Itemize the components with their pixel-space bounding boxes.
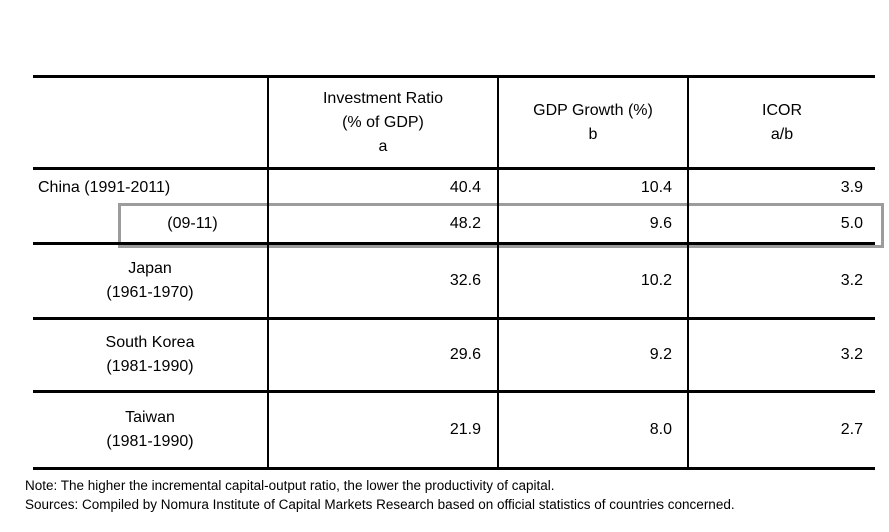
header-investment-line3: a bbox=[378, 137, 388, 155]
row-label-china-0911: (09-11) bbox=[167, 215, 218, 232]
table-row-south-korea: South Korea (1981-1990) 29.6 9.2 3.2 bbox=[33, 320, 875, 393]
taiwan-icor: 2.7 bbox=[687, 393, 875, 467]
header-icor: ICOR a/b bbox=[687, 78, 875, 167]
south-korea-label-line2: (1981-1990) bbox=[106, 358, 194, 375]
row-label-china: China (1991-2011) bbox=[38, 179, 171, 196]
note-text: Note: The higher the incremental capital… bbox=[25, 478, 555, 493]
japan-icor: 3.2 bbox=[687, 245, 875, 317]
header-icor-line1: ICOR bbox=[762, 101, 802, 119]
japan-gdp-growth: 10.2 bbox=[497, 245, 687, 317]
table-row-china-0911: (09-11) 48.2 9.6 5.0 bbox=[33, 206, 875, 245]
china-0911-gdp-growth: 9.6 bbox=[497, 206, 687, 242]
row-label-taiwan: Taiwan (1981-1990) bbox=[33, 393, 267, 467]
south-korea-icor: 3.2 bbox=[687, 320, 875, 390]
header-gdp-line1: GDP Growth (%) bbox=[533, 101, 653, 119]
china-investment-ratio: 40.4 bbox=[267, 170, 497, 206]
table-row-china: China (1991-2011) 40.4 10.4 3.9 bbox=[33, 170, 875, 206]
header-investment-ratio: Investment Ratio (% of GDP) a bbox=[267, 78, 497, 167]
taiwan-label-line1: Taiwan bbox=[125, 409, 175, 426]
japan-label-line2: (1961-1970) bbox=[106, 284, 194, 301]
header-rowlabel-cell bbox=[33, 78, 267, 167]
china-0911-icor: 5.0 bbox=[687, 206, 875, 242]
header-icor-line2: a/b bbox=[770, 125, 794, 143]
table-header-row: Investment Ratio (% of GDP) a GDP Growth… bbox=[33, 78, 875, 170]
south-korea-gdp-growth: 9.2 bbox=[497, 320, 687, 390]
row-label-south-korea: South Korea (1981-1990) bbox=[33, 320, 267, 390]
taiwan-investment-ratio: 21.9 bbox=[267, 393, 497, 467]
header-gdp-growth: GDP Growth (%) b bbox=[497, 78, 687, 167]
china-gdp-growth: 10.4 bbox=[497, 170, 687, 206]
japan-investment-ratio: 32.6 bbox=[267, 245, 497, 317]
china-0911-investment-ratio: 48.2 bbox=[267, 206, 497, 242]
row-label-japan: Japan (1961-1970) bbox=[33, 245, 267, 317]
table-row-taiwan: Taiwan (1981-1990) 21.9 8.0 2.7 bbox=[33, 393, 875, 467]
china-icor: 3.9 bbox=[687, 170, 875, 206]
taiwan-label-line2: (1981-1990) bbox=[106, 433, 194, 450]
south-korea-label-line1: South Korea bbox=[105, 334, 195, 351]
table-row-japan: Japan (1961-1970) 32.6 10.2 3.2 bbox=[33, 245, 875, 320]
taiwan-gdp-growth: 8.0 bbox=[497, 393, 687, 467]
sources-text: Sources: Compiled by Nomura Institute of… bbox=[25, 497, 735, 512]
footnotes: Note: The higher the incremental capital… bbox=[25, 476, 885, 514]
header-investment-line1: Investment Ratio bbox=[322, 89, 444, 107]
south-korea-investment-ratio: 29.6 bbox=[267, 320, 497, 390]
header-gdp-line2: b bbox=[588, 125, 598, 143]
icor-comparison-table: Investment Ratio (% of GDP) a GDP Growth… bbox=[33, 75, 884, 470]
japan-label-line1: Japan bbox=[128, 260, 172, 277]
header-investment-line2: (% of GDP) bbox=[342, 113, 424, 131]
